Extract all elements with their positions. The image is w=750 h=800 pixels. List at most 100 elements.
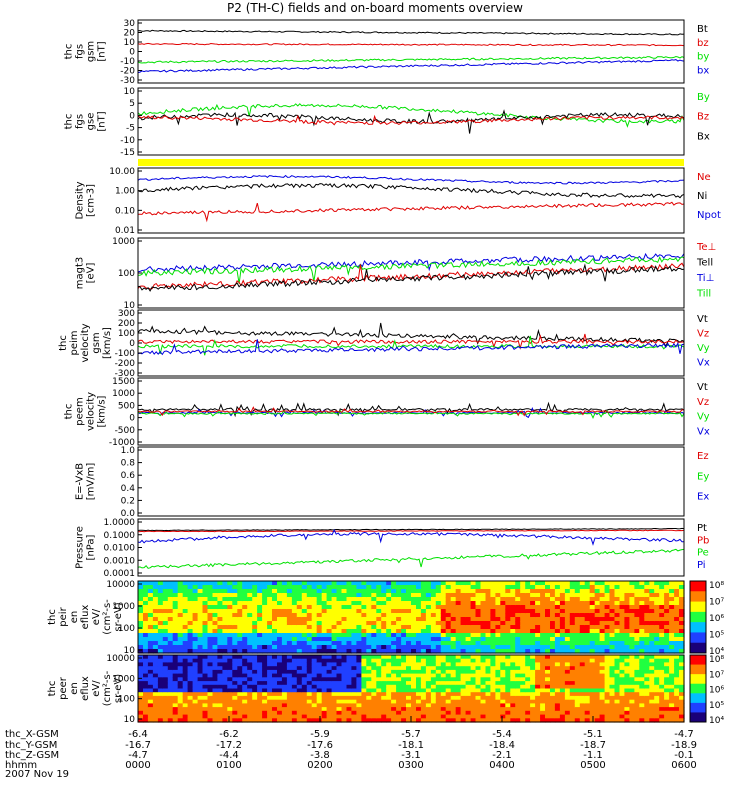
spectrogram-cell <box>574 699 581 704</box>
spectrogram-cell <box>540 633 546 638</box>
y-tick-label: 10 <box>124 301 136 311</box>
spectrogram-cell <box>227 707 233 712</box>
spectrogram-cell <box>579 699 586 704</box>
spectrogram-cell <box>614 581 621 586</box>
spectrogram-cell <box>669 677 675 682</box>
y-tick-label: 0.2 <box>121 496 135 506</box>
spectrogram-cell <box>554 703 561 708</box>
spectrogram-cell <box>376 673 382 678</box>
spectrogram-cell <box>267 714 273 719</box>
spectrogram-cell <box>411 677 417 682</box>
spectrogram-cell <box>515 645 521 650</box>
spectrogram-cell <box>331 617 338 622</box>
spectrogram-cell <box>351 581 357 586</box>
spectrogram-cell <box>475 621 482 626</box>
spectrogram-cell <box>669 597 675 602</box>
spectrogram-cell <box>162 641 169 646</box>
spectrogram-cell <box>515 699 521 704</box>
spectrogram-cell <box>420 637 427 642</box>
spectrogram-cell <box>470 617 477 622</box>
spectrogram-cell <box>564 662 571 667</box>
spectrogram-cell <box>460 692 467 697</box>
spectrogram-cell <box>425 677 432 682</box>
spectrogram-cell <box>361 695 367 701</box>
legend-label: Vx <box>697 426 710 437</box>
spectrogram-cell <box>197 645 204 650</box>
spectrogram-cell <box>435 649 442 654</box>
spectrogram-cell <box>147 658 154 663</box>
spectrogram-cell <box>197 637 204 642</box>
spectrogram-cell <box>649 593 655 598</box>
spectrogram-cell <box>212 589 219 594</box>
spectrogram-cell <box>500 710 506 716</box>
spectrogram-cell <box>301 669 308 675</box>
spectrogram-cell <box>569 707 576 712</box>
spectrogram-cell <box>599 684 606 690</box>
spectrogram-cell <box>674 677 680 682</box>
spectrogram-cell <box>192 658 199 663</box>
spectrogram-cell <box>326 707 333 712</box>
spectrogram-cell <box>257 593 263 598</box>
spectrogram-cell <box>321 633 328 638</box>
spectrogram-cell <box>306 684 313 690</box>
spectrogram-cell <box>346 625 353 630</box>
spectrogram-cell <box>227 666 233 671</box>
spectrogram-cell <box>331 597 338 602</box>
spectrogram-cell <box>525 609 531 614</box>
spectrogram-cell <box>540 617 546 622</box>
spectrogram-cell <box>237 677 243 682</box>
spectrogram-cell <box>614 669 621 675</box>
spectrogram-cell <box>242 581 248 586</box>
spectrogram-cell <box>411 703 417 708</box>
spectrogram-cell <box>450 629 457 634</box>
spectrogram-cell <box>619 692 626 697</box>
spectrogram-cell <box>430 714 437 719</box>
spectrogram-cell <box>177 589 184 594</box>
spectrogram-cell <box>485 581 492 586</box>
spectrogram-cell <box>311 710 318 716</box>
spectrogram-cell <box>440 581 447 586</box>
spectrogram-cell <box>361 662 367 667</box>
spectrogram-cell <box>356 637 362 642</box>
spectrogram-cell <box>326 681 333 686</box>
spectrogram-cell <box>624 655 630 660</box>
spectrogram-cell <box>609 681 616 686</box>
y-axis-label: peem <box>75 397 86 425</box>
spectrogram-cell <box>281 710 288 716</box>
spectrogram-cell <box>267 637 273 642</box>
spectrogram-cell <box>470 601 477 606</box>
spectrogram-cell <box>187 688 194 693</box>
spectrogram-cell <box>530 662 536 667</box>
spectrogram-cell <box>396 695 402 701</box>
y-tick-label: -30 <box>120 76 135 86</box>
spectrogram-cell <box>589 681 596 686</box>
spectrogram-cell <box>470 585 477 590</box>
spectrogram-cell <box>480 677 487 682</box>
spectrogram-cell <box>212 629 219 634</box>
spectrogram-cell <box>167 666 174 671</box>
spectrogram-cell <box>277 581 283 586</box>
spectrogram-cell <box>545 658 551 663</box>
spectrogram-cell <box>455 681 462 686</box>
spectrogram-cell <box>654 655 660 660</box>
spectrogram-cell <box>401 673 407 678</box>
spectrogram-cell <box>510 677 516 682</box>
spectrogram-cell <box>515 718 521 723</box>
spectrogram-cell <box>559 658 566 663</box>
spectrogram-cell <box>435 601 442 606</box>
spectrogram-cell <box>212 677 219 682</box>
spectrogram-cell <box>545 601 551 606</box>
y-tick-label: 10 <box>124 38 136 48</box>
spectrogram-cell <box>143 699 149 704</box>
spectrogram-cell <box>267 601 273 606</box>
x-tick-label: -5.4 <box>492 729 512 740</box>
spectrogram-cell <box>177 658 184 663</box>
spectrogram-cell <box>232 662 238 667</box>
spectrogram-cell <box>406 629 412 634</box>
spectrogram-cell <box>619 605 626 610</box>
spectrogram-cell <box>257 655 263 660</box>
spectrogram-cell <box>366 617 372 622</box>
spectrogram-cell <box>550 637 556 642</box>
spectrogram-cell <box>162 677 169 682</box>
spectrogram-cell <box>545 714 551 719</box>
